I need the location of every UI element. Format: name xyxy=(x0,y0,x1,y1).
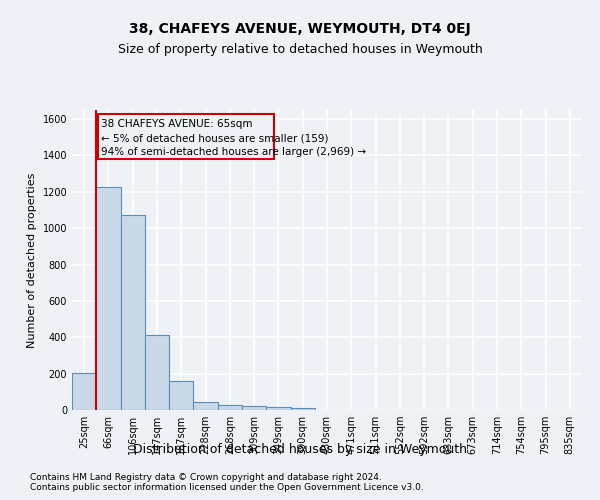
Bar xyxy=(242,406,266,410)
Bar xyxy=(218,405,242,410)
Text: Contains public sector information licensed under the Open Government Licence v3: Contains public sector information licen… xyxy=(30,484,424,492)
Bar xyxy=(96,188,121,410)
Bar xyxy=(72,372,96,410)
Text: 38 CHAFEYS AVENUE: 65sqm
← 5% of detached houses are smaller (159)
94% of semi-d: 38 CHAFEYS AVENUE: 65sqm ← 5% of detache… xyxy=(101,119,366,157)
Bar xyxy=(145,336,169,410)
Bar xyxy=(266,408,290,410)
FancyBboxPatch shape xyxy=(97,114,274,159)
Bar xyxy=(121,216,145,410)
Text: Contains HM Land Registry data © Crown copyright and database right 2024.: Contains HM Land Registry data © Crown c… xyxy=(30,474,382,482)
Bar xyxy=(290,408,315,410)
Text: Distribution of detached houses by size in Weymouth: Distribution of detached houses by size … xyxy=(133,444,467,456)
Text: Size of property relative to detached houses in Weymouth: Size of property relative to detached ho… xyxy=(118,42,482,56)
Bar xyxy=(169,381,193,410)
Text: 38, CHAFEYS AVENUE, WEYMOUTH, DT4 0EJ: 38, CHAFEYS AVENUE, WEYMOUTH, DT4 0EJ xyxy=(129,22,471,36)
Bar xyxy=(193,402,218,410)
Y-axis label: Number of detached properties: Number of detached properties xyxy=(27,172,37,348)
